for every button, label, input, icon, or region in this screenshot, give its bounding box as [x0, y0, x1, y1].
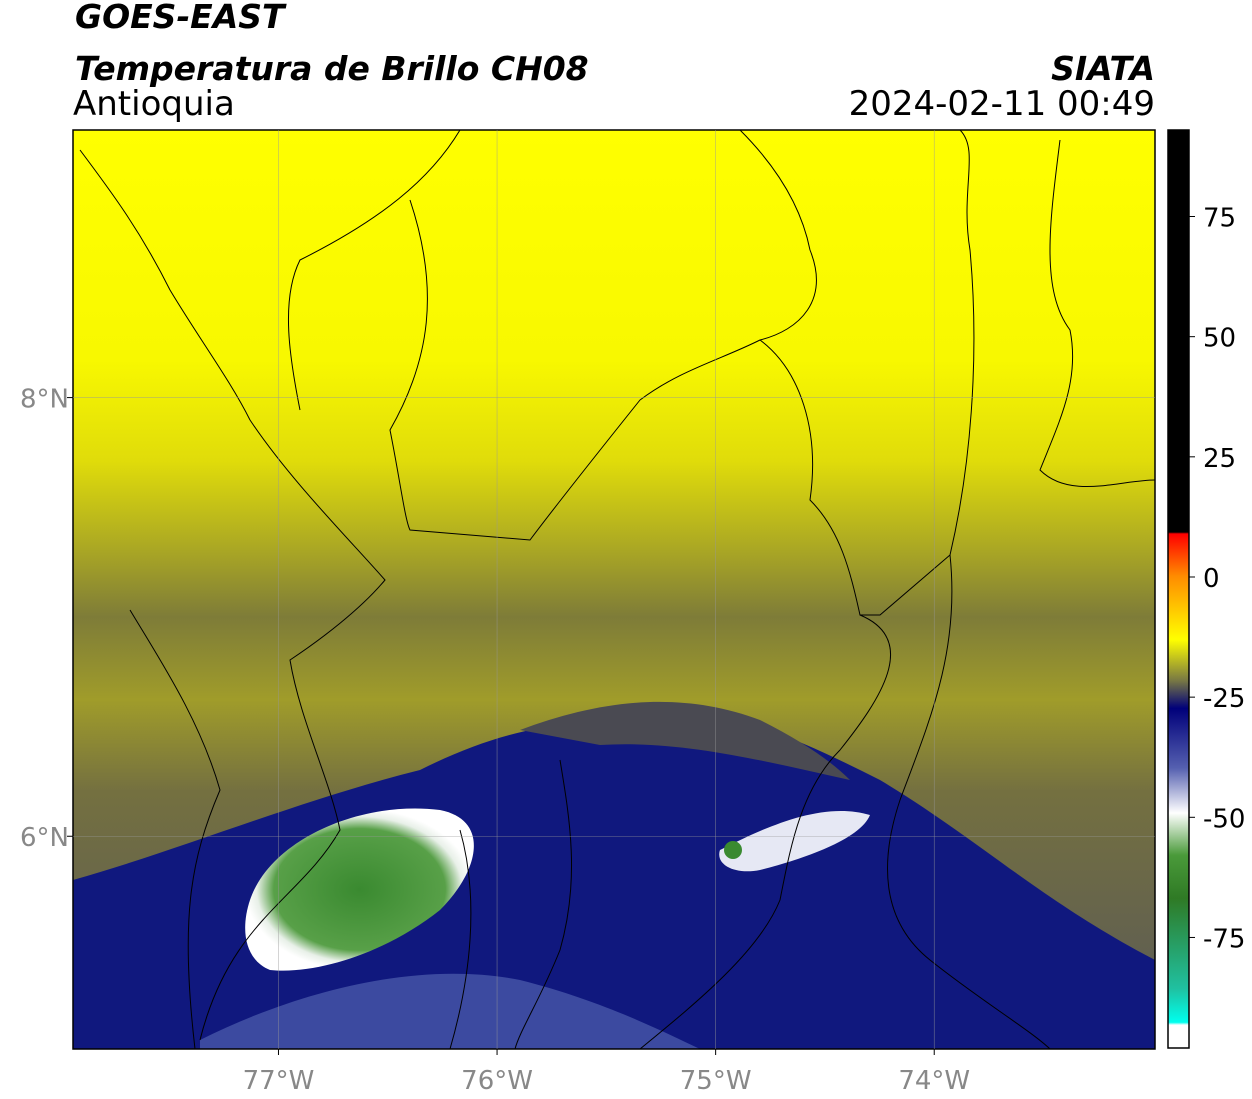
- source: SIATA: [1051, 49, 1155, 88]
- x-tick-label: 75°W: [680, 1066, 752, 1096]
- x-tick-label: 77°W: [243, 1066, 315, 1096]
- colorbar-label: -75: [1203, 924, 1245, 954]
- title: GOES-EAST: [75, 0, 287, 36]
- x-tick-label: 74°W: [898, 1066, 970, 1096]
- colorbar-label: -25: [1203, 684, 1245, 714]
- x-tick-label: 76°W: [461, 1066, 533, 1096]
- y-tick-label: 8°N: [20, 385, 69, 415]
- colorbar-label: 50: [1203, 324, 1236, 354]
- colorbar-label: 75: [1203, 204, 1236, 234]
- map-field: [73, 130, 1155, 1049]
- datetime: 2024-02-11 00:49: [849, 84, 1155, 124]
- subtitle: Temperatura de Brillo CH08: [75, 49, 589, 88]
- region: Antioquia: [73, 84, 235, 124]
- colorbar-label: -50: [1203, 804, 1245, 834]
- map-frame: [72, 129, 1156, 1050]
- colorbar: [1167, 129, 1190, 1049]
- colorbar-label: 0: [1203, 564, 1220, 594]
- y-tick-label: 6°N: [20, 823, 69, 853]
- colorbar-label: 25: [1203, 444, 1236, 474]
- borders: [79, 130, 1155, 1049]
